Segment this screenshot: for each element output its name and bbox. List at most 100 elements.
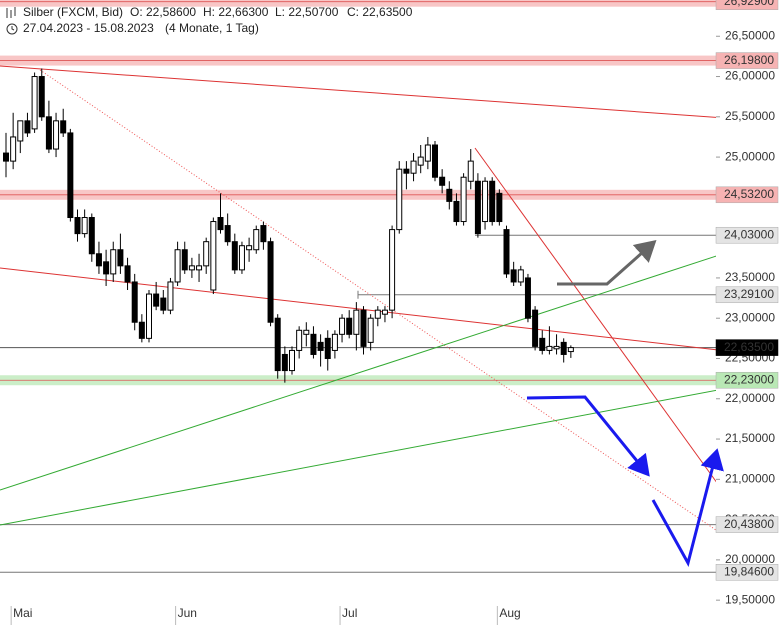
y-tick-label: 26,50000 bbox=[725, 28, 775, 42]
candle-body bbox=[417, 156, 424, 166]
candle-body bbox=[210, 221, 217, 291]
y-tick-label: 20,00000 bbox=[725, 552, 775, 566]
y-tick-label: 22,00000 bbox=[725, 391, 775, 405]
candle-body bbox=[196, 265, 203, 271]
candle-body bbox=[289, 349, 295, 372]
candle-body bbox=[274, 317, 281, 372]
candle-body bbox=[45, 116, 52, 150]
candle-body bbox=[38, 76, 45, 118]
candle-body bbox=[553, 345, 560, 350]
level-label-box bbox=[715, 226, 779, 244]
level-label-box bbox=[715, 339, 779, 356]
candle-body bbox=[403, 168, 410, 174]
trend-line bbox=[0, 65, 716, 118]
candle-body bbox=[224, 225, 231, 243]
arrows bbox=[526, 240, 724, 568]
candles bbox=[3, 68, 574, 383]
candle-body bbox=[381, 309, 388, 315]
y-tick-label: 21,50000 bbox=[725, 431, 775, 445]
candle-body bbox=[389, 229, 396, 311]
candle-body bbox=[317, 341, 324, 351]
candle-body bbox=[160, 297, 167, 311]
candle-body bbox=[217, 217, 224, 231]
candle-body bbox=[296, 329, 303, 351]
candle-body bbox=[303, 329, 310, 335]
level-label: 26,92900 bbox=[724, 0, 774, 8]
candle-body bbox=[117, 249, 124, 267]
level-bands bbox=[0, 0, 716, 573]
candle-body bbox=[503, 229, 510, 275]
level-label-box bbox=[715, 286, 779, 304]
candle-body bbox=[10, 136, 17, 162]
candle-body bbox=[181, 249, 188, 271]
header: Silber (FXCM, Bid) O: 22,58600 H: 22,663… bbox=[6, 5, 413, 35]
candle-body bbox=[238, 245, 245, 271]
candle-body bbox=[496, 192, 503, 223]
candle-body bbox=[260, 225, 267, 243]
candle-body bbox=[67, 132, 74, 219]
axes: 19,5000020,0000020,5000021,0000021,50000… bbox=[10, 0, 779, 625]
candle-body bbox=[17, 120, 24, 142]
x-tick-label: Jun bbox=[178, 606, 197, 620]
candle-body bbox=[231, 241, 238, 271]
candle-body bbox=[424, 144, 431, 162]
trend-line bbox=[0, 255, 716, 491]
level-label: 22,23000 bbox=[724, 372, 774, 386]
candle-body bbox=[460, 176, 467, 223]
period-note: (4 Monate, 1 Tag) bbox=[165, 21, 259, 35]
candle-body bbox=[360, 309, 367, 347]
level-label-box bbox=[715, 564, 779, 581]
candle-body bbox=[560, 341, 567, 355]
chart-title: Silber (FXCM, Bid) bbox=[23, 5, 123, 19]
candle-body bbox=[432, 144, 438, 178]
level-label: 26,19800 bbox=[724, 53, 774, 67]
level-label-box bbox=[715, 371, 779, 389]
chart-icon bbox=[6, 7, 16, 18]
y-tick-label: 23,00000 bbox=[725, 310, 775, 324]
y-tick-label: 21,00000 bbox=[725, 471, 775, 485]
arrow bbox=[526, 395, 650, 477]
y-tick-label: 19,50000 bbox=[725, 592, 775, 606]
candle-body bbox=[53, 120, 60, 150]
candle-body bbox=[281, 353, 288, 372]
candle-body bbox=[353, 309, 360, 335]
candle-body bbox=[396, 168, 403, 231]
candle-body bbox=[517, 269, 524, 283]
level-label-box bbox=[715, 0, 779, 10]
trend-line bbox=[39, 69, 716, 531]
level-label: 24,03000 bbox=[724, 227, 774, 241]
candle-body bbox=[410, 160, 417, 174]
trend-line bbox=[0, 389, 716, 526]
candle-body bbox=[324, 337, 331, 359]
candle-body bbox=[474, 180, 481, 235]
candle-body bbox=[153, 293, 160, 307]
clock-icon bbox=[11, 26, 15, 31]
level-label: 20,43800 bbox=[724, 517, 774, 531]
candle-body bbox=[346, 317, 353, 335]
candle-body bbox=[124, 265, 131, 283]
y-tick-label: 25,00000 bbox=[725, 149, 775, 163]
candle-body bbox=[167, 281, 174, 311]
candle-body bbox=[188, 265, 195, 271]
candle-body bbox=[31, 76, 38, 130]
candle-body bbox=[489, 180, 496, 223]
level-label: 22,63500 bbox=[724, 340, 774, 354]
level-label: 24,53200 bbox=[724, 187, 774, 201]
candle-body bbox=[88, 217, 95, 255]
arrow bbox=[651, 448, 724, 568]
x-tick-label: Jul bbox=[342, 606, 357, 620]
candle-body bbox=[253, 229, 260, 251]
ohlc-close: C: 22,63500 bbox=[347, 5, 413, 19]
candle-body bbox=[374, 309, 381, 319]
candle-body bbox=[146, 293, 152, 339]
candle-body bbox=[60, 120, 67, 134]
ohlc-low: L: 22,50700 bbox=[275, 5, 339, 19]
candle-body bbox=[103, 261, 110, 275]
candle-body bbox=[510, 269, 517, 283]
level-label-box bbox=[715, 186, 779, 204]
trend-line bbox=[474, 147, 716, 483]
ohlc-open: O: 22,58600 bbox=[130, 5, 196, 19]
ohlc-high: H: 22,66300 bbox=[203, 5, 269, 19]
candle-body bbox=[446, 188, 453, 202]
